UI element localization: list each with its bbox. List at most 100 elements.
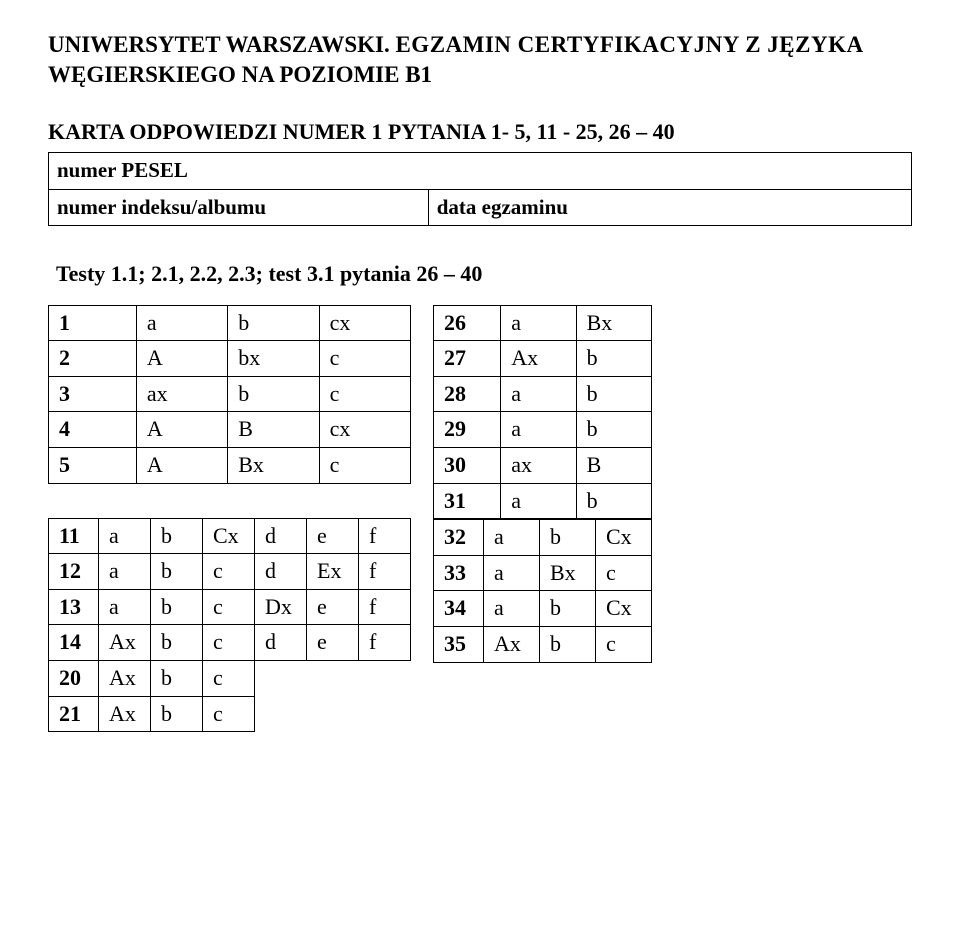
table-row: 11abCxdef — [49, 518, 411, 554]
row-number: 28 — [434, 376, 501, 412]
answer-cell: Ax — [484, 626, 540, 662]
answer-cell: e — [307, 518, 359, 554]
table-row: 29ab — [434, 412, 652, 448]
grid-right-bottom: 32abCx33aBxc34abCx35Axbc — [433, 519, 652, 662]
answer-cell: b — [228, 376, 319, 412]
answer-cell: b — [151, 589, 203, 625]
answer-cell: b — [576, 341, 651, 377]
row-number: 35 — [434, 626, 484, 662]
answer-cell: d — [255, 625, 307, 661]
row-number: 29 — [434, 412, 501, 448]
answer-cell: Ax — [99, 696, 151, 732]
answer-cell: c — [203, 696, 255, 732]
answer-cell: Dx — [255, 589, 307, 625]
answer-cell: Ax — [501, 341, 576, 377]
answer-cell: ax — [501, 447, 576, 483]
table-row: numer indeksu/albumu data egzaminu — [49, 189, 912, 225]
answer-cell: A — [136, 412, 227, 448]
pesel-label: numer PESEL — [49, 153, 912, 189]
answer-cell: Bx — [540, 555, 596, 591]
answer-cell: Ex — [307, 554, 359, 590]
row-number: 32 — [434, 520, 484, 556]
answer-cell: d — [255, 554, 307, 590]
table-row: 26aBx — [434, 305, 652, 341]
answer-cell: Cx — [596, 520, 652, 556]
answer-cell: c — [319, 376, 410, 412]
answer-cell: b — [576, 483, 651, 519]
table-row: 14Axbcdef — [49, 625, 411, 661]
answer-cell: b — [151, 625, 203, 661]
answer-cell: Ax — [99, 625, 151, 661]
table-row: 4ABcx — [49, 412, 411, 448]
table-row: 13abcDxef — [49, 589, 411, 625]
row-number: 11 — [49, 518, 99, 554]
row-number: 12 — [49, 554, 99, 590]
table-row: 30axB — [434, 447, 652, 483]
meta-table: numer PESEL numer indeksu/albumu data eg… — [48, 152, 912, 226]
answer-cell: c — [203, 554, 255, 590]
answer-cell: cx — [319, 412, 410, 448]
spacer — [48, 484, 411, 518]
answer-cell: c — [203, 589, 255, 625]
row-number: 26 — [434, 305, 501, 341]
row-number: 31 — [434, 483, 501, 519]
row-number: 21 — [49, 696, 99, 732]
answer-cell: Cx — [596, 591, 652, 627]
answer-cell: a — [99, 518, 151, 554]
table-row: 3axbc — [49, 376, 411, 412]
row-number: 14 — [49, 625, 99, 661]
answer-cell: b — [576, 412, 651, 448]
row-number: 20 — [49, 660, 99, 696]
answer-cell: ax — [136, 376, 227, 412]
row-number: 27 — [434, 341, 501, 377]
row-number: 30 — [434, 447, 501, 483]
table-row: 20Axbc — [49, 660, 411, 696]
table-row: 12abcdExf — [49, 554, 411, 590]
answer-cell: b — [540, 520, 596, 556]
answer-cell: a — [501, 483, 576, 519]
row-number: 33 — [434, 555, 484, 591]
answer-cell: c — [319, 447, 410, 483]
testy-line: Testy 1.1; 2.1, 2.2, 2.3; test 3.1 pytan… — [56, 260, 912, 289]
answer-cell: e — [307, 625, 359, 661]
answer-cell: bx — [228, 341, 319, 377]
answer-cell: e — [307, 589, 359, 625]
answer-cell: a — [484, 555, 540, 591]
answer-cell: a — [501, 412, 576, 448]
indeks-label: numer indeksu/albumu — [49, 189, 429, 225]
answer-cell: c — [203, 660, 255, 696]
answer-grids: 1abcx2Abxc3axbc4ABcx5ABxc 11abCxdef12abc… — [48, 305, 912, 733]
answer-cell: b — [151, 660, 203, 696]
row-number: 3 — [49, 376, 137, 412]
answer-cell: cx — [319, 305, 410, 341]
answer-cell: b — [540, 626, 596, 662]
header-line3: WĘGIERSKIEGO NA POZIOMIE B1 — [48, 62, 432, 87]
table-row: 32abCx — [434, 520, 652, 556]
answer-cell: a — [501, 376, 576, 412]
row-number: 2 — [49, 341, 137, 377]
answer-cell: d — [255, 518, 307, 554]
right-stack: 26aBx27Axb28ab29ab30axB31ab 32abCx33aBxc… — [433, 305, 652, 663]
answer-cell: b — [576, 376, 651, 412]
answer-cell: c — [596, 626, 652, 662]
answer-cell: a — [136, 305, 227, 341]
table-row: 35Axbc — [434, 626, 652, 662]
answer-cell: Bx — [576, 305, 651, 341]
karta-line: KARTA ODPOWIEDZI NUMER 1 PYTANIA 1- 5, 1… — [48, 118, 912, 147]
answer-cell: Cx — [203, 518, 255, 554]
row-number: 5 — [49, 447, 137, 483]
table-row: 33aBxc — [434, 555, 652, 591]
table-row: 1abcx — [49, 305, 411, 341]
table-row: 28ab — [434, 376, 652, 412]
table-row: 21Axbc — [49, 696, 411, 732]
answer-cell: f — [359, 518, 411, 554]
answer-cell: b — [151, 554, 203, 590]
answer-cell: f — [359, 625, 411, 661]
answer-cell: b — [151, 518, 203, 554]
header-line1: UNIWERSYTET WARSZAWSKI. — [48, 32, 390, 57]
answer-cell: b — [151, 696, 203, 732]
doc-header: UNIWERSYTET WARSZAWSKI. EGZAMIN CERTYFIK… — [48, 30, 912, 90]
table-row: 34abCx — [434, 591, 652, 627]
table-row: 31ab — [434, 483, 652, 519]
answer-cell: f — [359, 589, 411, 625]
